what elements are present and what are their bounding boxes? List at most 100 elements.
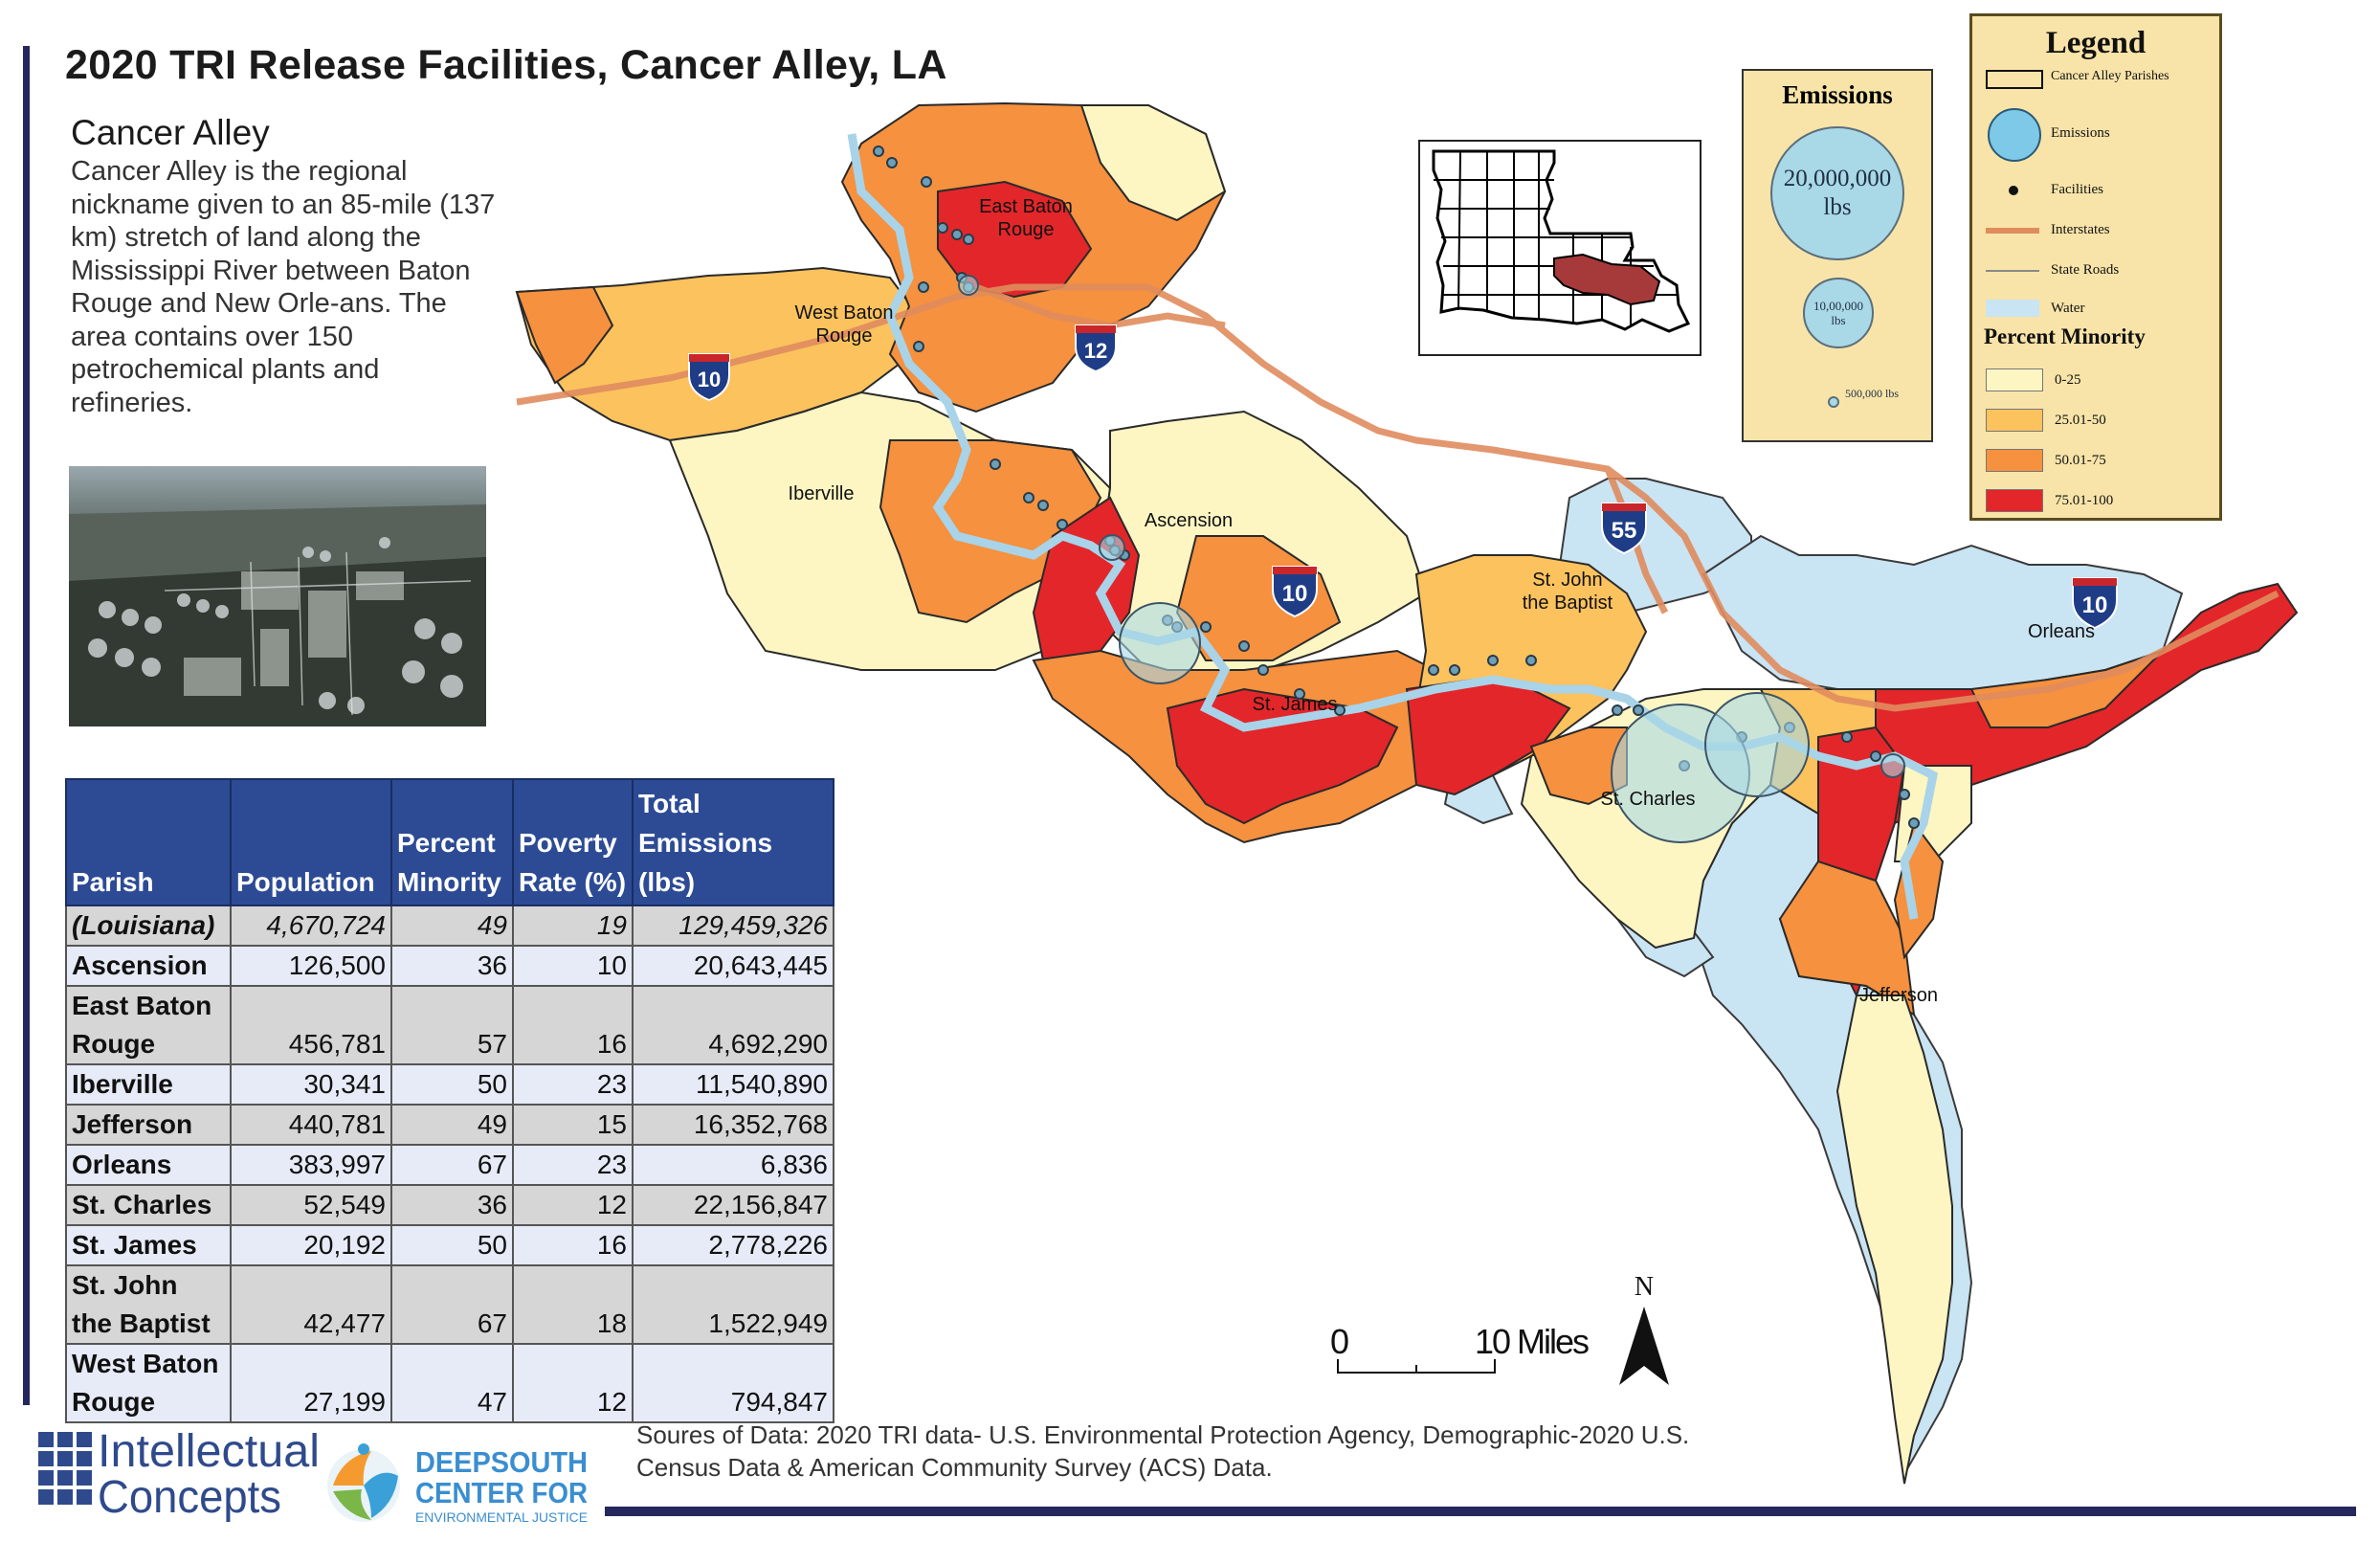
table-row: Jefferson 440,781 49 15 16,352,768 bbox=[65, 1104, 834, 1146]
inset-cancer-alley-highlight bbox=[1553, 253, 1661, 306]
legend-parishes-label: Cancer Alley Parishes bbox=[2051, 69, 2169, 83]
shield-i10-east-label: 10 bbox=[2082, 592, 2108, 618]
table-row: Ascension 126,500 36 10 20,643,445 bbox=[65, 945, 834, 987]
label-orleans: Orleans bbox=[2028, 621, 2095, 642]
cell-parish: Iberville bbox=[65, 1063, 232, 1106]
facility-dot bbox=[1200, 621, 1212, 633]
facility-dot bbox=[1238, 640, 1250, 652]
cell-parish: (Louisiana) bbox=[65, 905, 232, 947]
label-west-baton-rouge-2: Rouge bbox=[816, 325, 873, 346]
north-arrow: N bbox=[1619, 1272, 1669, 1385]
cell-population: 383,997 bbox=[230, 1144, 392, 1186]
data-sources-note: Soures of Data: 2020 TRI data- U.S. Envi… bbox=[636, 1420, 1690, 1482]
cell-emissions: 794,847 bbox=[632, 1343, 834, 1423]
cell-poverty: 18 bbox=[512, 1264, 634, 1345]
cell-parish: Ascension bbox=[65, 945, 232, 987]
legend-class-swatch bbox=[1986, 489, 2043, 512]
scale-bar: 0 10 Miles bbox=[1330, 1322, 1590, 1374]
table-row: East Baton Rouge 456,781 57 16 4,692,290 bbox=[65, 985, 834, 1065]
cell-poverty: 10 bbox=[512, 945, 634, 987]
emissions-legend-large-label: 20,000,000 lbs bbox=[1783, 166, 1892, 220]
shield-i12-label: 12 bbox=[1084, 339, 1107, 363]
table-row: Orleans 383,997 67 23 6,836 bbox=[65, 1144, 834, 1186]
logo-deepsouth-text: DEEPSOUTH bbox=[415, 1445, 588, 1479]
cell-population: 30,341 bbox=[230, 1063, 392, 1106]
emissions-legend-large-circle: 20,000,000 lbs bbox=[1770, 126, 1904, 260]
legend-class-swatch bbox=[1986, 409, 2043, 432]
label-st-charles: St. Charles bbox=[1601, 789, 1696, 810]
facility-dot bbox=[921, 176, 932, 188]
label-st-john-1: St. John bbox=[1532, 570, 1602, 591]
label-east-baton-rouge-2: Rouge bbox=[998, 219, 1055, 240]
shield-i12: 12 bbox=[1075, 324, 1117, 373]
cell-parish: St. John the Baptist bbox=[65, 1264, 232, 1345]
cell-minority: 36 bbox=[390, 1184, 514, 1226]
cell-minority: 47 bbox=[390, 1343, 514, 1423]
legend-class-swatch bbox=[1986, 369, 2043, 391]
legend-class-label: 25.01-50 bbox=[2055, 413, 2106, 428]
north-label: N bbox=[1635, 1272, 1654, 1302]
cell-emissions: 20,643,445 bbox=[632, 945, 834, 987]
cell-population: 456,781 bbox=[230, 985, 392, 1065]
legend-water-label: Water bbox=[2051, 301, 2085, 316]
legend-title: Legend bbox=[2045, 26, 2146, 60]
emissions-legend-medium-label: 10,00,000 lbs bbox=[1813, 299, 1863, 327]
shield-i10-middle: 10 bbox=[1272, 566, 1318, 618]
legend-item-state-roads: State Roads bbox=[1972, 259, 2219, 282]
facility-dot bbox=[886, 157, 898, 168]
emissions-legend-small-label: 500,000 lbs bbox=[1844, 387, 1899, 400]
table-row: St. John the Baptist 42,477 67 18 1,522,… bbox=[65, 1264, 834, 1345]
table-row: Iberville 30,341 50 23 11,540,890 bbox=[65, 1063, 834, 1106]
scale-zero-label: 0 bbox=[1330, 1322, 1349, 1361]
shield-i10-east: 10 bbox=[2072, 577, 2118, 630]
table-row: St. Charles 52,549 36 12 22,156,847 bbox=[65, 1184, 834, 1226]
facility-dot bbox=[1057, 519, 1068, 530]
legend-facility-swatch bbox=[2009, 186, 2018, 195]
label-st-john-2: the Baptist bbox=[1523, 592, 1613, 614]
cell-emissions: 6,836 bbox=[632, 1144, 834, 1186]
legend-emissions-swatch bbox=[1988, 108, 2041, 162]
label-st-james: St. James bbox=[1253, 694, 1338, 715]
cell-poverty: 15 bbox=[512, 1104, 634, 1146]
legend-class-75-100: 75.01-100 bbox=[1972, 489, 2219, 514]
legend-interstates-label: Interstates bbox=[2051, 222, 2110, 237]
logo-env-justice-text: ENVIRONMENTAL JUSTICE bbox=[415, 1509, 588, 1525]
cell-emissions: 4,692,290 bbox=[632, 985, 834, 1065]
facility-dot bbox=[1334, 704, 1346, 716]
legend-class-label: 50.01-75 bbox=[2055, 453, 2106, 468]
cell-minority: 67 bbox=[390, 1144, 514, 1186]
emission-circle-orleans bbox=[1880, 753, 1905, 778]
cell-population: 126,500 bbox=[230, 945, 392, 987]
legend-emissions-label: Emissions bbox=[2051, 125, 2110, 141]
cell-parish: Orleans bbox=[65, 1144, 232, 1186]
legend-percent-minority-title: Percent Minority bbox=[1984, 324, 2146, 348]
facility-dot bbox=[1037, 500, 1049, 511]
header-parish: Parish bbox=[65, 778, 232, 906]
louisiana-inset-map bbox=[1418, 140, 1702, 356]
cell-emissions: 16,352,768 bbox=[632, 1104, 834, 1146]
emission-circle-ascension bbox=[1119, 602, 1201, 684]
cell-parish: St. James bbox=[65, 1224, 232, 1266]
facility-dot bbox=[963, 234, 974, 245]
cell-minority: 57 bbox=[390, 985, 514, 1065]
legend-item-water: Water bbox=[1972, 298, 2219, 321]
cell-population: 440,781 bbox=[230, 1104, 392, 1146]
parish-west-baton-rouge-west bbox=[515, 285, 614, 385]
facility-dot bbox=[1525, 655, 1537, 666]
emissions-legend-small-circle bbox=[1828, 396, 1839, 408]
cell-population: 20,192 bbox=[230, 1224, 392, 1266]
cell-emissions: 22,156,847 bbox=[632, 1184, 834, 1226]
cell-minority: 50 bbox=[390, 1224, 514, 1266]
shield-i55: 55 bbox=[1601, 503, 1647, 555]
facility-dot bbox=[1487, 655, 1499, 666]
shield-i10-middle-label: 10 bbox=[1282, 581, 1308, 607]
facility-dot bbox=[937, 222, 948, 234]
emission-circle bbox=[1099, 534, 1125, 561]
header-population: Population bbox=[230, 778, 392, 906]
legend-class-50-75: 50.01-75 bbox=[1972, 449, 2219, 474]
cell-parish: Jefferson bbox=[65, 1104, 232, 1146]
emission-circles bbox=[958, 275, 1905, 843]
cell-minority: 49 bbox=[390, 905, 514, 947]
header-total-emissions: Total Emissions (lbs) bbox=[632, 778, 834, 906]
facility-dot bbox=[1908, 817, 1920, 829]
